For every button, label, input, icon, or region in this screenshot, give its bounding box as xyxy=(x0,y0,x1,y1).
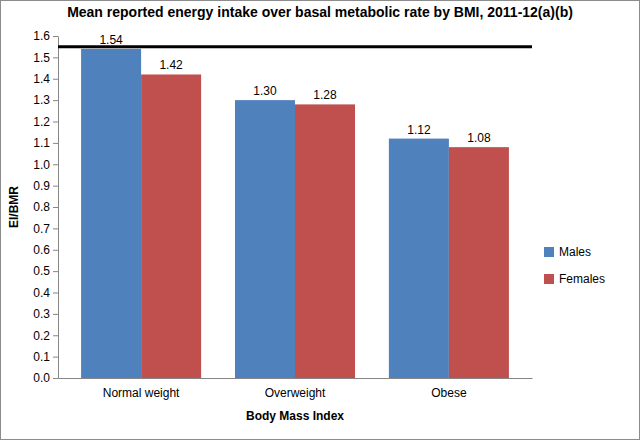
y-tick: 1.3 xyxy=(33,93,58,107)
x-tick: Obese xyxy=(431,378,467,400)
y-axis-title: EI/BMR xyxy=(7,186,21,228)
bars xyxy=(58,47,532,378)
chart-border xyxy=(1,1,640,440)
y-tick-label: 0.4 xyxy=(33,286,50,300)
data-label: 1.30 xyxy=(253,84,277,98)
data-labels: 1.54 1.30 1.12 1.42 1.28 1.08 xyxy=(99,33,490,145)
y-tick-mark xyxy=(53,164,58,165)
legend-label: Females xyxy=(559,272,605,286)
x-tick: Normal weight xyxy=(103,378,180,400)
title: Mean reported energy intake over basal m… xyxy=(67,4,573,20)
y-tick-mark xyxy=(53,122,58,123)
y-tick-label: 0.7 xyxy=(33,222,50,236)
y-tick: 1.0 xyxy=(33,158,58,172)
y-tick-mark xyxy=(53,207,58,208)
bar xyxy=(449,147,509,378)
y-tick-label: 0.8 xyxy=(33,200,50,214)
chart: 0.0 0.1 0.2 0.3 0.4 0.5 0.6 0.7 0.8 0.9 1.0 1.1 1.2 1… xyxy=(0,0,640,440)
reference-line xyxy=(58,45,532,48)
y-tick-label: 1.1 xyxy=(33,136,50,150)
y-tick-label: 0.9 xyxy=(33,179,50,193)
bar xyxy=(81,49,141,378)
y-tick: 0.0 xyxy=(33,371,58,385)
data-label: 1.08 xyxy=(467,131,491,145)
y-tick-mark xyxy=(53,250,58,251)
bar xyxy=(389,139,449,378)
bar xyxy=(235,100,295,378)
y-tick-label: 1.6 xyxy=(33,29,50,43)
y-tick-label: 1.2 xyxy=(33,115,50,129)
y-tick: 1.2 xyxy=(33,115,58,129)
y-tick: 1.4 xyxy=(33,72,58,86)
x-axis: Normal weight Overweight Obese xyxy=(59,378,533,400)
y-tick: 1.1 xyxy=(33,136,58,150)
x-axis-line xyxy=(59,378,533,379)
y-tick-mark xyxy=(53,271,58,272)
y-axis-line xyxy=(58,37,59,379)
y-tick: 0.2 xyxy=(33,329,58,343)
y-tick-label: 0.0 xyxy=(33,371,50,385)
y-tick: 0.9 xyxy=(33,179,58,193)
data-label: 1.28 xyxy=(313,88,337,102)
y-tick-label: 0.1 xyxy=(33,350,50,364)
y-tick: 0.7 xyxy=(33,222,58,236)
x-tick-label: Normal weight xyxy=(103,386,180,400)
y-tick: 0.8 xyxy=(33,200,58,214)
y-tick-mark xyxy=(53,36,58,37)
plot: 0.0 0.1 0.2 0.3 0.4 0.5 0.6 0.7 0.8 0.9 1.0 1.1 1.2 1… xyxy=(33,29,532,399)
y-tick-label: 1.5 xyxy=(33,51,50,65)
y-axis: 0.0 0.1 0.2 0.3 0.4 0.5 0.6 0.7 0.8 0.9 1.0 1.1 1.2 1… xyxy=(33,29,58,385)
data-label: 1.12 xyxy=(407,123,431,137)
y-tick-mark xyxy=(53,79,58,80)
y-tick-mark xyxy=(53,357,58,358)
y-tick: 0.5 xyxy=(33,264,58,278)
y-tick-mark xyxy=(53,143,58,144)
data-label: 1.42 xyxy=(159,58,183,72)
y-tick-label: 1.4 xyxy=(33,72,50,86)
bar xyxy=(295,104,355,378)
x-tick-label: Overweight xyxy=(265,386,326,400)
y-tick-label: 0.5 xyxy=(33,264,50,278)
x-axis-title: Body Mass Index xyxy=(246,409,344,423)
y-tick-label: 0.6 xyxy=(33,243,50,257)
x-tick-label: Obese xyxy=(431,386,467,400)
y-tick-mark xyxy=(53,228,58,229)
y-tick: 1.6 xyxy=(33,29,58,43)
bar xyxy=(141,74,201,378)
y-tick-label: 1.0 xyxy=(33,158,50,172)
x-tick: Overweight xyxy=(265,378,326,400)
y-tick-label: 0.2 xyxy=(33,329,50,343)
y-tick: 0.1 xyxy=(33,350,58,364)
y-tick-mark xyxy=(53,186,58,187)
y-tick-mark xyxy=(53,100,58,101)
data-label: 1.54 xyxy=(99,33,123,47)
y-tick-mark xyxy=(53,378,58,379)
y-tick-mark xyxy=(53,57,58,58)
y-tick-mark xyxy=(53,314,58,315)
y-tick: 1.5 xyxy=(33,51,58,65)
legend-swatch xyxy=(544,247,554,257)
y-tick: 0.3 xyxy=(33,307,58,321)
y-tick-label: 0.3 xyxy=(33,307,50,321)
y-tick-label: 1.3 xyxy=(33,93,50,107)
y-tick: 0.6 xyxy=(33,243,58,257)
legend-swatch xyxy=(544,274,554,284)
legend: Males Females xyxy=(544,245,605,286)
y-tick-mark xyxy=(53,335,58,336)
y-tick-mark xyxy=(53,293,58,294)
y-tick: 0.4 xyxy=(33,286,58,300)
legend-label: Males xyxy=(559,245,591,259)
